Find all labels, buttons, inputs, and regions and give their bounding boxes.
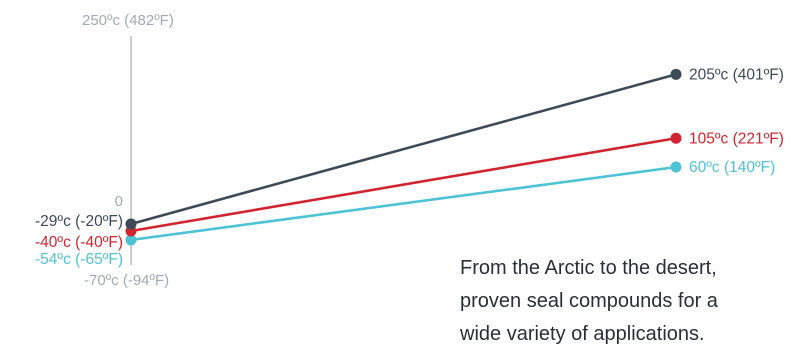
y-tick-label: 250ºc (482ºF) bbox=[82, 12, 174, 29]
end-value-label: 105ºc (221ºF) bbox=[689, 130, 784, 147]
data-point-end bbox=[670, 132, 682, 144]
start-value-label: -29ºc (-20ºF) bbox=[35, 213, 123, 230]
end-value-label: 60ºc (140ºF) bbox=[689, 159, 775, 176]
series-line bbox=[129, 136, 678, 233]
y-tick-label: -70ºc (-94ºF) bbox=[84, 272, 169, 289]
caption-line-2: proven seal compounds for a bbox=[460, 290, 718, 312]
end-value-label: 205ºc (401ºF) bbox=[689, 66, 784, 83]
series-line bbox=[129, 73, 678, 226]
series-group: -54ºc (-65ºF) 60ºc (140ºF) bbox=[35, 159, 775, 268]
data-point-end bbox=[670, 161, 682, 173]
series-line bbox=[129, 165, 678, 242]
series-layer: -54ºc (-65ºF) 60ºc (140ºF) -40ºc (-40ºF) 10… bbox=[35, 66, 784, 268]
data-point-start bbox=[125, 218, 137, 230]
y-axis-ticks: 250ºc (482ºF) 0 -70ºc (-94ºF) bbox=[82, 12, 174, 289]
y-tick-label: 0 bbox=[115, 193, 123, 210]
caption-line-1: From the Arctic to the desert, bbox=[460, 257, 717, 279]
data-point-end bbox=[670, 68, 682, 80]
start-value-label: -40ºc (-40ºF) bbox=[35, 234, 123, 251]
series-group: -29ºc (-20ºF) 205ºc (401ºF) bbox=[35, 66, 784, 230]
caption-text: From the Arctic to the desert, proven se… bbox=[460, 252, 800, 351]
start-value-label: -54ºc (-65ºF) bbox=[35, 251, 123, 268]
data-point-start bbox=[125, 234, 137, 246]
caption-line-3: wide variety of applications. bbox=[460, 323, 705, 345]
